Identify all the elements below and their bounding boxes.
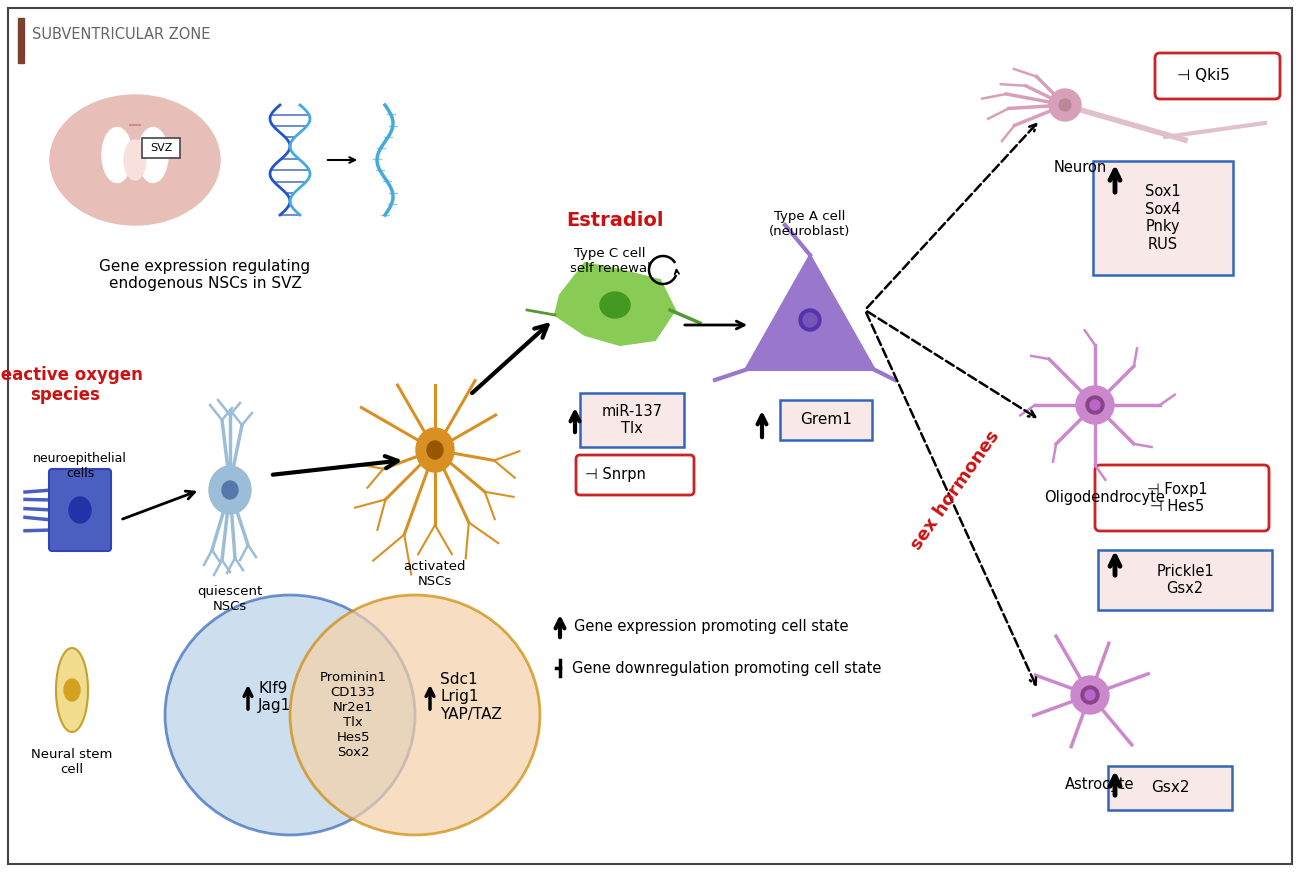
Ellipse shape <box>222 481 238 499</box>
FancyBboxPatch shape <box>1108 766 1232 810</box>
Ellipse shape <box>69 497 91 523</box>
Text: Prominin1
CD133
Nr2e1
Tlx
Hes5
Sox2: Prominin1 CD133 Nr2e1 Tlx Hes5 Sox2 <box>320 671 386 759</box>
Ellipse shape <box>800 309 822 331</box>
FancyBboxPatch shape <box>49 469 110 551</box>
Text: neuroepithelial
cells: neuroepithelial cells <box>32 452 127 480</box>
FancyBboxPatch shape <box>1098 550 1271 610</box>
Text: Grem1: Grem1 <box>800 412 852 427</box>
Text: quiescent
NSCs: quiescent NSCs <box>198 585 263 613</box>
Text: Neural stem
cell: Neural stem cell <box>31 748 113 776</box>
Text: SUBVENTRICULAR ZONE: SUBVENTRICULAR ZONE <box>32 28 211 43</box>
Ellipse shape <box>1086 396 1104 414</box>
FancyBboxPatch shape <box>142 138 179 158</box>
Text: Sox1
Sox4
Pnky
RUS: Sox1 Sox4 Pnky RUS <box>1145 184 1180 252</box>
Text: Type C cell
self renewal: Type C cell self renewal <box>569 247 650 275</box>
Text: Gene downregulation promoting cell state: Gene downregulation promoting cell state <box>572 660 881 676</box>
Ellipse shape <box>416 428 454 472</box>
Ellipse shape <box>803 313 816 327</box>
Text: SVZ: SVZ <box>150 143 172 153</box>
Ellipse shape <box>101 127 133 182</box>
Text: Gene expression regulating
endogenous NSCs in SVZ: Gene expression regulating endogenous NS… <box>99 259 311 291</box>
Ellipse shape <box>426 441 443 459</box>
FancyBboxPatch shape <box>580 393 684 447</box>
Text: ⊣ Foxp1
⊣ Hes5: ⊣ Foxp1 ⊣ Hes5 <box>1147 482 1208 514</box>
Text: Prickle1
Gsx2: Prickle1 Gsx2 <box>1156 564 1214 596</box>
Text: ⊣ Snrpn: ⊣ Snrpn <box>585 467 645 482</box>
Text: Reactive oxygen
species: Reactive oxygen species <box>0 365 143 405</box>
Text: Oligodendrocyte: Oligodendrocyte <box>1045 490 1165 505</box>
Ellipse shape <box>1076 386 1114 424</box>
Ellipse shape <box>138 127 168 182</box>
Ellipse shape <box>290 595 540 835</box>
FancyBboxPatch shape <box>1154 53 1280 99</box>
Text: activated
NSCs: activated NSCs <box>404 560 467 588</box>
Ellipse shape <box>64 679 81 701</box>
Text: ⊣ Qki5: ⊣ Qki5 <box>1176 69 1230 84</box>
Bar <box>18 18 23 63</box>
Ellipse shape <box>1086 690 1095 700</box>
Text: Sdc1
Lrig1
YAP/TAZ: Sdc1 Lrig1 YAP/TAZ <box>439 672 502 722</box>
Text: Astrocyte: Astrocyte <box>1065 777 1135 792</box>
Text: miR-137
Tlx: miR-137 Tlx <box>602 404 663 436</box>
Ellipse shape <box>209 466 251 514</box>
Text: Estradiol: Estradiol <box>567 210 664 229</box>
Ellipse shape <box>1071 676 1109 714</box>
Polygon shape <box>56 648 88 732</box>
FancyBboxPatch shape <box>780 400 872 440</box>
Text: Neuron: Neuron <box>1053 160 1106 175</box>
Ellipse shape <box>49 95 220 225</box>
Ellipse shape <box>601 292 630 318</box>
FancyBboxPatch shape <box>1093 161 1232 275</box>
Ellipse shape <box>124 140 146 180</box>
Polygon shape <box>555 263 675 345</box>
Text: Gene expression promoting cell state: Gene expression promoting cell state <box>575 618 849 633</box>
Ellipse shape <box>1049 89 1082 121</box>
Ellipse shape <box>165 595 415 835</box>
Text: Klf9
Jag1: Klf9 Jag1 <box>257 681 291 713</box>
FancyBboxPatch shape <box>1095 465 1269 531</box>
Ellipse shape <box>1060 99 1071 111</box>
Ellipse shape <box>1082 686 1098 704</box>
Text: Type A cell
(neuroblast): Type A cell (neuroblast) <box>770 210 850 238</box>
Polygon shape <box>745 255 875 370</box>
Text: sex hormones: sex hormones <box>907 427 1002 553</box>
Ellipse shape <box>785 295 835 345</box>
Ellipse shape <box>1089 400 1100 410</box>
FancyBboxPatch shape <box>576 455 694 495</box>
Text: Gsx2: Gsx2 <box>1150 780 1190 795</box>
